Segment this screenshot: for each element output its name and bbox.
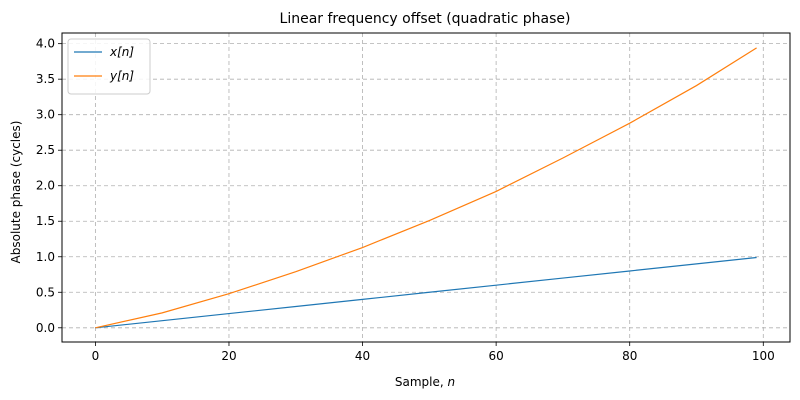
legend-label: x[n] bbox=[109, 45, 134, 59]
x-tick-label: 0 bbox=[92, 349, 100, 363]
y-tick-label: 1.5 bbox=[36, 214, 55, 228]
y-tick-label: 1.0 bbox=[36, 250, 55, 264]
x-tick-label: 40 bbox=[355, 349, 370, 363]
y-tick-label: 0.5 bbox=[36, 285, 55, 299]
legend-box bbox=[67, 38, 151, 95]
series-line-y bbox=[95, 47, 757, 329]
x-tick-label: 100 bbox=[752, 349, 775, 363]
series-line-x bbox=[95, 256, 757, 329]
y-tick-label: 2.0 bbox=[36, 179, 55, 193]
y-tick-label: 3.5 bbox=[36, 72, 55, 86]
plot-area bbox=[61, 32, 791, 343]
axis-ticks: 0 20 40 60 80 100 0.0 0.5 1.0 1.5 2.0 2.5 3.0 3.5 4.0 bbox=[36, 37, 775, 363]
x-axis-label-var: n bbox=[448, 375, 456, 389]
legend: x[n] y[n] bbox=[67, 38, 151, 95]
legend-label: y[n] bbox=[109, 69, 134, 83]
x-tick-label: 80 bbox=[622, 349, 637, 363]
y-axis-label: Absolute phase (cycles) bbox=[9, 121, 23, 264]
y-tick-label: 2.5 bbox=[36, 143, 55, 157]
series-lines bbox=[95, 47, 757, 329]
x-axis-label-text: Sample, bbox=[395, 375, 448, 389]
x-tick-label: 60 bbox=[488, 349, 503, 363]
y-tick-label: 4.0 bbox=[36, 37, 55, 51]
x-tick-label: 20 bbox=[221, 349, 236, 363]
grid bbox=[62, 33, 790, 342]
chart-title: Linear frequency offset (quadratic phase… bbox=[280, 11, 571, 27]
y-tick-label: 3.0 bbox=[36, 108, 55, 122]
y-tick-label: 0.0 bbox=[36, 321, 55, 335]
x-axis-label: Sample, n bbox=[395, 375, 455, 389]
